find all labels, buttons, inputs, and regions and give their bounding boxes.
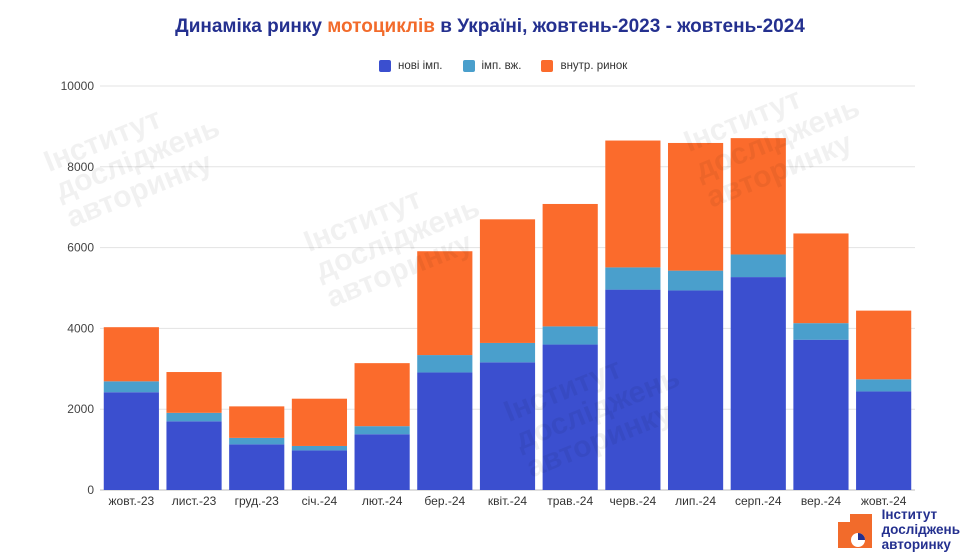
chart-title: Динаміка ринку мотоциклів в Україні, жов… bbox=[0, 16, 980, 38]
bar-segment bbox=[542, 344, 598, 490]
bar-segment bbox=[730, 254, 786, 278]
bar-segment bbox=[479, 362, 536, 490]
bar-segment bbox=[354, 363, 410, 427]
bar-segment bbox=[856, 379, 912, 392]
bar-segment bbox=[103, 381, 159, 393]
bar-segment bbox=[856, 391, 912, 490]
bar-segment bbox=[354, 434, 410, 490]
legend-label-used-import: імп. вж. bbox=[481, 60, 522, 72]
brand-logo: Інститут досліджень авторинку bbox=[836, 507, 960, 552]
bar-segment bbox=[667, 270, 724, 291]
bar-segment bbox=[291, 445, 348, 451]
legend-label-new-import: нові імп. bbox=[398, 60, 443, 72]
legend: нові імп. імп. вж. внутр. ринок bbox=[379, 60, 647, 72]
brand-line-3: авторинку bbox=[881, 537, 951, 552]
bar-segment bbox=[730, 138, 786, 255]
bar-segment bbox=[166, 372, 222, 413]
x-tick-label: трав.-24 bbox=[547, 494, 593, 508]
bar-segment bbox=[479, 342, 536, 363]
title-highlight: мотоциклів bbox=[327, 16, 435, 37]
bar-segment bbox=[229, 406, 285, 438]
y-tick-label: 6000 bbox=[67, 241, 94, 255]
bar-segment bbox=[229, 444, 285, 490]
bar-segment bbox=[667, 290, 724, 490]
y-tick-label: 4000 bbox=[67, 321, 94, 335]
brand-logo-text: Інститут досліджень авторинку bbox=[882, 507, 960, 552]
legend-swatch-new-import bbox=[379, 60, 391, 72]
bar-segment bbox=[229, 437, 285, 445]
bar-segment bbox=[291, 398, 348, 446]
x-tick-label: бер.-24 bbox=[424, 494, 465, 508]
bar-segment bbox=[793, 233, 849, 324]
bar-segment bbox=[103, 392, 159, 490]
bar-segment bbox=[103, 327, 159, 382]
bar-segment bbox=[479, 219, 536, 343]
brand-line-1: Інститут bbox=[881, 507, 938, 522]
bar-segment bbox=[856, 310, 912, 380]
y-tick-label: 10000 bbox=[61, 79, 95, 93]
legend-swatch-used-import bbox=[462, 60, 475, 72]
legend-label-domestic: внутр. ринок bbox=[560, 60, 628, 72]
bar-segment bbox=[417, 355, 473, 373]
x-tick-label: вер.-24 bbox=[801, 494, 842, 508]
x-tick-label: груд.-23 bbox=[235, 494, 280, 508]
x-tick-label: лип.-24 bbox=[675, 494, 716, 508]
brand-line-2: досліджень bbox=[881, 522, 960, 537]
brand-logo-icon bbox=[836, 510, 874, 550]
bar-segment bbox=[542, 326, 598, 345]
bar-segment bbox=[542, 203, 598, 327]
bar-segment bbox=[354, 426, 410, 435]
bar-segment bbox=[730, 277, 786, 490]
x-tick-label: січ.-24 bbox=[302, 494, 338, 508]
bar-segment bbox=[605, 267, 661, 290]
legend-item-used-import[interactable]: імп. вж. bbox=[462, 60, 522, 72]
y-tick-label: 0 bbox=[87, 483, 94, 497]
bar-segment bbox=[667, 142, 724, 271]
bar-segment bbox=[417, 372, 473, 490]
bar-segment bbox=[793, 323, 849, 340]
y-tick-label: 2000 bbox=[67, 402, 94, 416]
bar-segment bbox=[166, 421, 222, 490]
bar-segment bbox=[291, 450, 348, 490]
bar-segment bbox=[605, 140, 661, 268]
bar-segment bbox=[605, 289, 661, 490]
bar-segment bbox=[166, 412, 222, 422]
y-tick-label: 8000 bbox=[67, 160, 94, 174]
bar-segment bbox=[417, 251, 473, 356]
x-tick-label: серп.-24 bbox=[735, 494, 782, 508]
legend-item-domestic[interactable]: внутр. ринок bbox=[541, 60, 627, 72]
x-tick-label: жовт.-24 bbox=[861, 494, 907, 508]
x-tick-label: жовт.-23 bbox=[109, 494, 155, 508]
legend-item-new-import[interactable]: нові імп. bbox=[379, 60, 443, 72]
x-tick-label: черв.-24 bbox=[610, 494, 657, 508]
x-tick-label: квіт.-24 bbox=[488, 494, 527, 508]
legend-swatch-domestic bbox=[541, 60, 554, 72]
bar-segment bbox=[793, 339, 849, 490]
title-suffix: в Україні, жовтень-2023 - жовтень-2024 bbox=[434, 16, 805, 37]
x-tick-label: лют.-24 bbox=[362, 494, 403, 508]
title-prefix: Динаміка ринку bbox=[175, 16, 328, 37]
x-tick-label: лист.-23 bbox=[172, 494, 217, 508]
